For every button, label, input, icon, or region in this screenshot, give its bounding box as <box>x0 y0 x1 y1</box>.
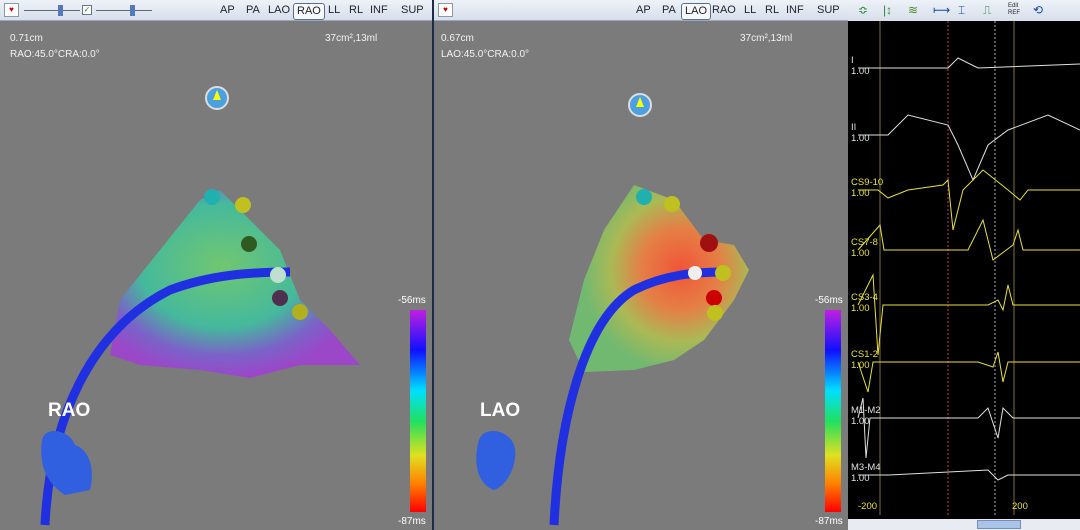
channel-gain: 1.00 <box>851 188 870 199</box>
view-button-inf[interactable]: INF <box>786 4 804 16</box>
edit-ref-icon[interactable]: Edit REF <box>1008 3 1020 16</box>
view-button-rao[interactable]: RAO <box>293 3 325 20</box>
scale-min-label: -87ms <box>815 516 843 527</box>
view-button-sup[interactable]: SUP <box>401 4 424 16</box>
view-label: RAO <box>48 400 91 421</box>
lao-view-panel[interactable]: ♥ AP PA LAO RAO LL RL INF SUP 0.67cm LAO:45.0°C… <box>434 0 848 530</box>
view-button-rl[interactable]: RL <box>765 4 780 16</box>
channel-gain: 1.00 <box>851 66 870 77</box>
detail-slider[interactable] <box>96 5 152 16</box>
color-scale-bar <box>825 310 841 512</box>
view-toolbar: ♥ ✓ AP PA LAO RAO LL RL INF SUP <box>0 0 432 21</box>
channel-name: M1-M2 <box>851 405 881 416</box>
rao-view-panel[interactable]: ♥ ✓ AP PA LAO RAO LL RL INF SUP 0.71cm RAO:45.0… <box>0 0 432 530</box>
compass-icon <box>628 93 652 117</box>
ecg-trace-cs1-2 <box>857 351 1080 393</box>
area-volume-readout: 37cm²,13ml <box>325 33 378 44</box>
opacity-slider[interactable] <box>24 5 80 16</box>
view-button-pa[interactable]: PA <box>662 4 676 16</box>
angle-readout: LAO:45.0°CRA:0.0° <box>441 49 530 60</box>
toggle-checkbox[interactable]: ✓ <box>82 5 92 15</box>
ecg-trace-ii <box>858 114 1080 182</box>
channels-icon[interactable]: ≋ <box>908 3 919 17</box>
scale-min-label: -87ms <box>398 516 426 527</box>
heart-orientation-icon <box>476 430 516 490</box>
channel-name: CS7-8 <box>851 237 878 248</box>
ecg-trace-m1-m2 <box>857 397 1080 459</box>
time-min-label: -200 <box>858 501 878 512</box>
ecg-traces[interactable] <box>848 0 1080 530</box>
view-button-ap[interactable]: AP <box>636 4 651 16</box>
view-toolbar: ♥ AP PA LAO RAO LL RL INF SUP <box>434 0 848 21</box>
ecg-panel[interactable]: ≎ |↕ ≋ ⟼ ⌶ ⎍ Edit REF ⟲ I 1.00 II 1.00 CS9-10 1.00 CS… <box>848 0 1080 530</box>
ecg-toolbar: ≎ |↕ ≋ ⟼ ⌶ ⎍ Edit REF ⟲ <box>848 0 1080 21</box>
horizontal-measure-icon[interactable]: ⟼ <box>933 3 951 17</box>
chamber-surface <box>110 190 360 378</box>
channel-gain: 1.00 <box>851 248 870 259</box>
channel-gain: 1.00 <box>851 473 870 484</box>
heart-menu-button[interactable]: ♥ <box>4 3 19 17</box>
view-button-inf[interactable]: INF <box>370 4 388 16</box>
view-button-ll[interactable]: LL <box>328 4 341 16</box>
lao-3d-map[interactable] <box>434 0 848 530</box>
view-button-pa[interactable]: PA <box>246 4 260 16</box>
color-scale-bar <box>410 310 426 512</box>
catheter <box>549 267 725 526</box>
channel-name: II <box>851 122 857 133</box>
filter-icon[interactable]: ≎ <box>858 3 869 17</box>
channel-gain: 1.00 <box>851 133 870 144</box>
scale-max-label: -56ms <box>815 295 843 306</box>
scale-max-label: -56ms <box>398 295 426 306</box>
time-max-label: 200 <box>1012 501 1028 512</box>
channel-name: CS9-10 <box>851 177 884 188</box>
heart-menu-button[interactable]: ♥ <box>438 3 453 17</box>
distance-readout: 0.67cm <box>441 33 474 44</box>
channel-name: CS3-4 <box>851 292 878 303</box>
distance-readout: 0.71cm <box>10 33 43 44</box>
compass-icon <box>205 86 229 110</box>
angle-readout: RAO:45.0°CRA:0.0° <box>10 49 100 60</box>
view-button-lao[interactable]: LAO <box>268 4 291 16</box>
channel-gain: 1.00 <box>851 303 870 314</box>
ecg-scrollbar[interactable] <box>848 519 1080 530</box>
view-button-ll[interactable]: LL <box>744 4 757 16</box>
ecg-trace-cs9-10 <box>858 169 1080 231</box>
channel-name: I <box>851 55 854 66</box>
channel-gain: 1.00 <box>851 360 870 371</box>
rao-3d-map[interactable] <box>0 0 432 530</box>
channel-gain: 1.00 <box>851 416 870 427</box>
heart-orientation-icon <box>41 430 92 495</box>
view-label: LAO <box>480 400 521 421</box>
view-button-rao[interactable]: RAO <box>712 4 736 16</box>
loop-icon[interactable]: ⟲ <box>1033 3 1044 17</box>
gain-icon[interactable]: |↕ <box>883 3 893 17</box>
view-button-sup[interactable]: SUP <box>817 4 840 16</box>
ecg-trace-m3-m4 <box>858 469 1080 481</box>
ecg-trace-cs3-4 <box>857 273 1080 356</box>
channel-name: CS1-2 <box>851 349 878 360</box>
channel-name: M3-M4 <box>851 462 881 473</box>
ecg-trace-cs7-8 <box>857 218 1080 261</box>
view-button-ap[interactable]: AP <box>220 4 235 16</box>
view-button-rl[interactable]: RL <box>349 4 364 16</box>
ecg-trace-i <box>858 57 1080 69</box>
vertical-measure-icon[interactable]: ⌶ <box>958 3 966 17</box>
view-button-lao[interactable]: LAO <box>681 3 712 20</box>
pulse-icon[interactable]: ⎍ <box>983 3 992 17</box>
area-volume-readout: 37cm²,13ml <box>740 33 793 44</box>
